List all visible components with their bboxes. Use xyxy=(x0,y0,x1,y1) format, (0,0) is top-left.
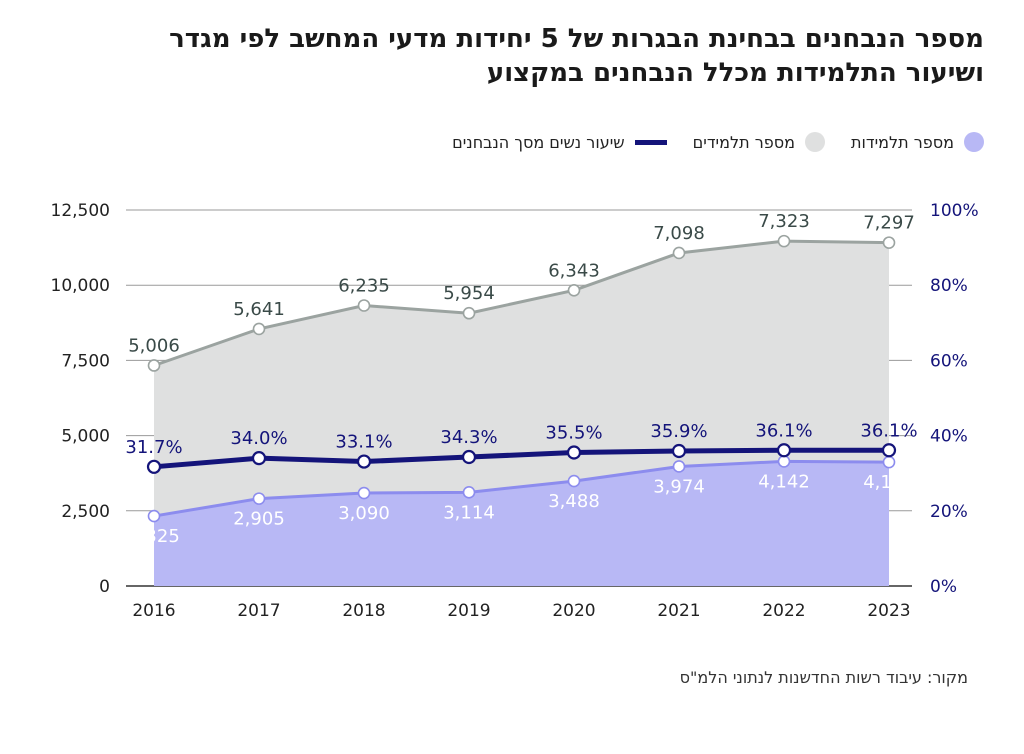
data-label-female-students: 2,905 xyxy=(233,509,285,530)
point-total-students xyxy=(567,283,581,297)
data-label-total-students: 6,343 xyxy=(548,260,600,281)
area-female-students xyxy=(154,461,889,586)
line-layer xyxy=(153,239,890,518)
legend-label-male: מספר תלמידים xyxy=(692,132,795,152)
y-left-tick-label: 7,500 xyxy=(61,351,110,371)
y-left-tick-label: 12,500 xyxy=(51,201,110,221)
y-right-tick-label: 80% xyxy=(930,276,968,296)
point-female-rate xyxy=(146,459,162,474)
data-label-female-rate: 31.7% xyxy=(125,437,182,458)
data-label-female-rate: 33.1% xyxy=(335,432,392,453)
data-label-total-students: 5,006 xyxy=(128,335,180,356)
data-label-layer: 5,006 5,641 6,235 5,954 6,343 7,098 7,323 7,297… xyxy=(125,211,917,547)
chart-title-line-1: מספר הנבחנים בבחינת הבגרות של 5 יחידות מ… xyxy=(169,24,984,54)
data-label-female-rate: 36.1% xyxy=(755,420,812,441)
point-layer xyxy=(146,234,897,523)
chart-legend: מספר תלמידות מספר תלמידים שיעור נשים מסך… xyxy=(452,132,984,152)
point-total-students xyxy=(357,299,371,312)
point-female-rate xyxy=(251,451,267,466)
legend-swatch-male xyxy=(804,132,825,152)
point-total-students xyxy=(252,322,266,336)
data-label-female-students: 3,488 xyxy=(548,491,600,512)
y-right-tick-label: 100% xyxy=(930,201,979,221)
data-label-female-rate: 35.9% xyxy=(650,421,707,442)
point-female-rate xyxy=(776,443,792,458)
chart-title-line-2: ושיעור התלמידות מכלל הנבחנים במקצוע xyxy=(486,58,984,88)
data-label-female-rate: 36.1% xyxy=(860,420,917,441)
x-tick-label: 2023 xyxy=(867,601,910,621)
point-total-students xyxy=(882,236,896,249)
x-tick-label: 2017 xyxy=(237,601,280,621)
legend-item-rate: שיעור נשים מסך הנבחנים xyxy=(452,133,667,152)
legend-swatch-rate xyxy=(634,139,667,145)
point-female-students xyxy=(882,455,896,469)
y-right-tick-label: 40% xyxy=(930,427,968,447)
legend-item-female: מספר תלמידות xyxy=(851,132,984,152)
point-female-rate xyxy=(356,454,372,469)
legend-label-rate: שיעור נשים מסך הנבחנים xyxy=(452,132,625,152)
x-tick-label: 2022 xyxy=(762,601,805,621)
point-total-students xyxy=(672,246,686,260)
data-label-total-students: 7,297 xyxy=(863,213,915,234)
source-note: מקור: עיבוד רשות החדשנות לנתוני הלמ"ס xyxy=(679,668,968,687)
legend-swatch-female xyxy=(964,132,984,152)
chart-title: מספר הנבחנים בבחינת הבגרות של 5 יחידות מ… xyxy=(24,22,984,90)
y-left-tick-label: 10,000 xyxy=(51,276,110,296)
point-female-rate xyxy=(461,449,477,465)
point-female-rate xyxy=(671,443,687,459)
data-label-female-students: 3,974 xyxy=(653,476,705,497)
data-label-female-students: 3,114 xyxy=(443,502,495,523)
x-tick-label: 2019 xyxy=(447,601,490,621)
data-label-total-students: 7,098 xyxy=(653,223,705,244)
y-right-tick-label: 20% xyxy=(930,502,968,522)
point-female-students xyxy=(462,486,476,499)
area-layer xyxy=(154,241,889,586)
data-label-female-students: 4,142 xyxy=(758,471,810,492)
point-total-students xyxy=(147,359,161,372)
legend-item-male: מספר תלמידים xyxy=(693,132,825,152)
x-tick-label: 2016 xyxy=(132,601,175,621)
point-female-students xyxy=(252,492,266,505)
point-female-students xyxy=(672,460,686,473)
y-right-tick-label: 0% xyxy=(930,577,957,597)
data-label-female-students: 3,090 xyxy=(338,503,390,524)
legend-label-female: מספר תלמידות xyxy=(850,132,954,152)
y-left-tick-label: 5,000 xyxy=(61,427,110,447)
data-label-female-students: 2,325 xyxy=(128,526,180,547)
data-label-total-students: 6,235 xyxy=(338,276,390,297)
line-total-students xyxy=(153,239,890,367)
axis-layer: 0 0% 2,500 20% 5,000 40% 7,500 60% 10,000 80% 12,5… xyxy=(51,201,979,621)
data-label-female-rate: 34.0% xyxy=(230,428,287,449)
point-total-students xyxy=(462,306,476,320)
point-total-students xyxy=(777,234,791,248)
point-female-rate xyxy=(881,443,897,458)
data-label-total-students: 5,641 xyxy=(233,299,285,320)
point-female-students xyxy=(777,455,791,468)
x-tick-label: 2021 xyxy=(657,601,700,621)
y-left-tick-label: 0 xyxy=(99,577,110,597)
point-female-rate xyxy=(566,445,582,460)
x-tick-label: 2020 xyxy=(552,601,595,621)
data-label-total-students: 7,323 xyxy=(758,211,810,232)
data-label-female-rate: 34.3% xyxy=(440,427,497,448)
point-female-students xyxy=(357,486,371,500)
data-label-total-students: 5,954 xyxy=(443,283,495,304)
point-female-students xyxy=(567,474,581,488)
x-tick-label: 2018 xyxy=(342,601,385,621)
y-right-tick-label: 60% xyxy=(930,351,968,371)
line-female-rate xyxy=(153,447,889,470)
point-female-students xyxy=(147,509,161,523)
line-female-students xyxy=(153,459,890,518)
data-label-female-students: 4,118 xyxy=(863,472,915,493)
data-label-female-rate: 35.5% xyxy=(545,423,602,444)
y-left-tick-label: 2,500 xyxy=(61,502,110,522)
